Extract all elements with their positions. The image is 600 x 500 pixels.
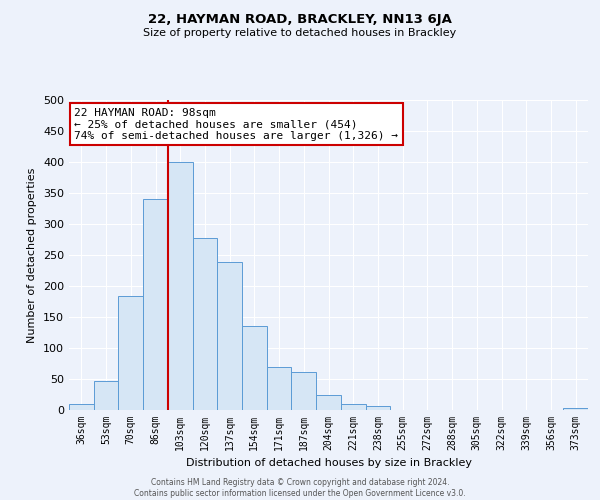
Text: 22 HAYMAN ROAD: 98sqm
← 25% of detached houses are smaller (454)
74% of semi-det: 22 HAYMAN ROAD: 98sqm ← 25% of detached … [74,108,398,141]
Bar [316,394,341,410]
X-axis label: Distribution of detached houses by size in Brackley: Distribution of detached houses by size … [185,458,472,468]
Bar [143,199,168,410]
Bar [563,408,588,410]
Bar [94,381,118,410]
Bar [365,406,390,410]
Bar [292,372,316,410]
Bar [193,238,217,410]
Bar [118,296,143,410]
Bar [69,404,94,410]
Text: Size of property relative to detached houses in Brackley: Size of property relative to detached ho… [143,28,457,38]
Bar [341,404,365,410]
Text: 22, HAYMAN ROAD, BRACKLEY, NN13 6JA: 22, HAYMAN ROAD, BRACKLEY, NN13 6JA [148,12,452,26]
Y-axis label: Number of detached properties: Number of detached properties [28,168,37,342]
Bar [217,262,242,410]
Bar [168,162,193,410]
Bar [242,326,267,410]
Bar [267,366,292,410]
Text: Contains HM Land Registry data © Crown copyright and database right 2024.
Contai: Contains HM Land Registry data © Crown c… [134,478,466,498]
